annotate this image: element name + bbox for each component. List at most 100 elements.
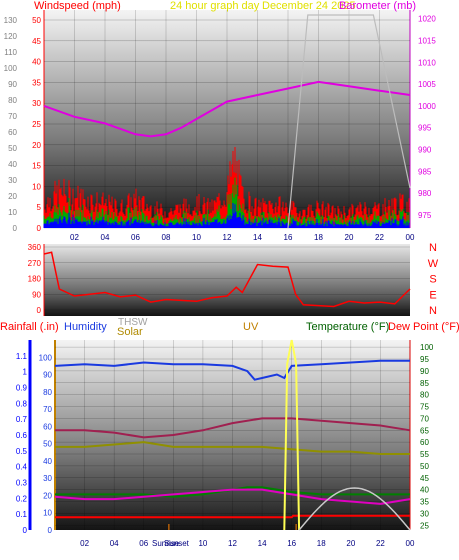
tick-label-time: 20	[345, 233, 354, 242]
tick-label-barometer: 985	[418, 167, 432, 176]
tick-label-time: 08	[162, 233, 171, 242]
tick-label-temperature: 25	[420, 521, 429, 530]
compass-label: N	[429, 305, 437, 317]
temperature-line	[55, 486, 410, 498]
tick-label-time: 22	[376, 539, 385, 548]
tick-label-humidity: 60	[43, 422, 52, 431]
tick-label-barometer: 995	[418, 124, 432, 133]
compass-label: S	[429, 274, 436, 286]
tick-label-temperature: 30	[420, 509, 429, 518]
tick-label-time: 10	[198, 539, 207, 548]
tick-label-time: 20	[346, 539, 355, 548]
tick-label-time: 06	[139, 539, 148, 548]
windspeed-axis-title: Windspeed (mph)	[34, 0, 121, 12]
tick-label-humidity: 80	[43, 388, 52, 397]
tick-label-time: 02	[70, 233, 79, 242]
tick-label-wind: 20	[32, 141, 41, 150]
temperature-axis-title: Temperature (°F)	[306, 321, 389, 333]
tick-label-rainfall: 0.8	[16, 399, 28, 408]
tick-label-barometer: 1005	[418, 80, 436, 89]
tick-label-kmh: 10	[8, 208, 17, 217]
tick-label-barometer: 990	[418, 146, 432, 155]
tick-label-kmh: 110	[4, 48, 17, 57]
tick-label-rainfall: 0.2	[16, 494, 28, 503]
tick-label-rainfall: 0.4	[16, 463, 28, 472]
thsw-line	[55, 417, 411, 439]
sunrise-label: Sunrise	[152, 539, 180, 548]
tick-label-kmh: 40	[8, 160, 17, 169]
tick-label-rainfall: 0.1	[16, 510, 28, 519]
tick-label-time: 16	[284, 233, 293, 242]
tick-label-rainfall: 0.6	[16, 431, 28, 440]
tick-label-humidity: 30	[43, 474, 52, 483]
uv-axis-title: UV	[243, 321, 259, 333]
tick-label-kmh: 60	[8, 128, 17, 137]
tick-label-humidity: 100	[39, 353, 53, 362]
tick-label-humidity: 90	[43, 371, 52, 380]
tick-label-temperature: 35	[420, 498, 429, 507]
tick-label-wind: 25	[32, 120, 41, 129]
tick-label-time: 00	[406, 539, 415, 548]
humidity-line	[54, 359, 410, 381]
tick-label-temperature: 95	[420, 355, 429, 364]
tick-label-temperature: 40	[420, 486, 429, 495]
tick-label-wind: 30	[32, 99, 41, 108]
tick-label-temperature: 80	[420, 391, 429, 400]
rainfall-line	[55, 514, 410, 519]
tick-label-temperature: 60	[420, 438, 429, 447]
tick-label-kmh: 0	[13, 224, 18, 233]
thsw-axis-title: THSW	[118, 317, 148, 328]
tick-label-time: 00	[406, 233, 415, 242]
graph-date: December 24 2025	[262, 0, 356, 12]
tick-label-humidity: 40	[43, 457, 52, 466]
tick-label-time: 18	[317, 539, 326, 548]
wind-direction-line	[43, 251, 411, 308]
tick-label-direction: 90	[32, 290, 41, 299]
tick-label-time: 12	[223, 233, 232, 242]
tick-label-barometer: 980	[418, 189, 432, 198]
barometer-line	[43, 80, 411, 138]
solar-line	[55, 441, 410, 455]
panel2-background	[44, 244, 410, 316]
solar-axis-title: Solar	[117, 326, 143, 338]
tick-label-temperature: 65	[420, 426, 429, 435]
tick-label-time: 22	[375, 233, 384, 242]
tick-label-kmh: 30	[8, 176, 17, 185]
tick-label-time: 06	[131, 233, 140, 242]
tick-label-temperature: 100	[420, 343, 434, 352]
tick-label-kmh: 90	[8, 80, 17, 89]
tick-label-wind: 15	[32, 162, 41, 171]
tick-label-time: 04	[101, 233, 110, 242]
dewpoint-axis-title: Dew Point (°F)	[388, 321, 459, 333]
tick-label-time: 14	[253, 233, 262, 242]
solar-overlay-line	[287, 14, 411, 229]
tick-label-direction: 270	[28, 259, 42, 268]
uv-line	[283, 339, 301, 531]
tick-label-kmh: 70	[8, 112, 17, 121]
barometer-axis-title: Barometer (mb)	[339, 0, 416, 12]
compass-label: N	[429, 242, 437, 254]
tick-label-wind: 0	[37, 224, 42, 233]
tick-label-direction: 0	[37, 306, 42, 315]
tick-label-temperature: 85	[420, 379, 429, 388]
tick-label-temperature: 90	[420, 367, 429, 376]
tick-label-wind: 45	[32, 37, 41, 46]
tick-label-kmh: 130	[4, 16, 18, 25]
sunset-label: Sunset	[164, 539, 190, 548]
dewpoint-line	[54, 488, 411, 505]
tick-label-rainfall: 0	[23, 526, 28, 535]
tick-label-direction: 180	[28, 275, 42, 284]
tick-label-temperature: 55	[420, 450, 429, 459]
tick-label-time: 02	[80, 539, 89, 548]
tick-label-wind: 35	[32, 78, 41, 87]
tick-label-rainfall: 0.9	[16, 384, 28, 393]
tick-label-humidity: 20	[43, 491, 52, 500]
tick-label-time: 18	[314, 233, 323, 242]
graph-title: 24 hour graph day	[170, 0, 260, 12]
tick-label-wind: 40	[32, 58, 41, 67]
tick-label-time: 12	[228, 539, 237, 548]
tick-label-humidity: 70	[43, 405, 52, 414]
tick-label-barometer: 1020	[418, 15, 436, 24]
